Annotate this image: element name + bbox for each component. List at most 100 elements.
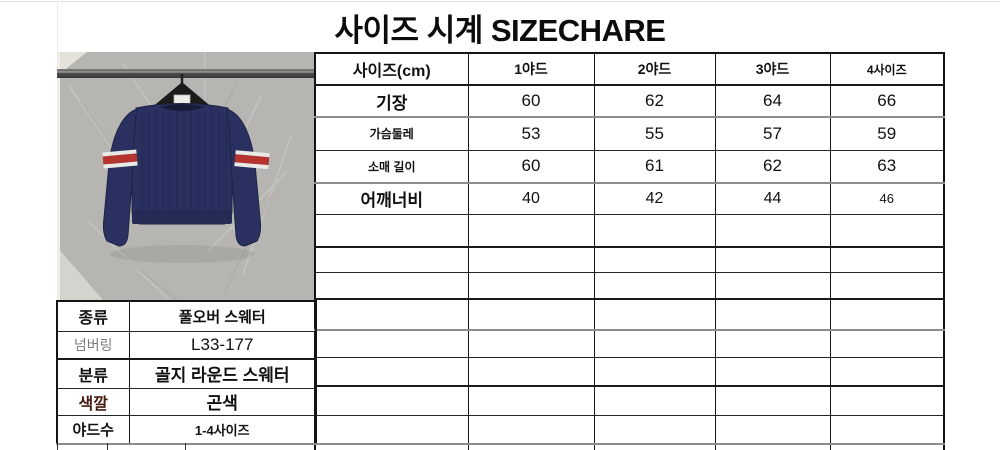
size-col-header-cell: 3야드 [714,53,831,86]
empty-row [314,415,945,445]
measure-label-cell: 가슴둘레 [314,117,469,151]
detail-label-cell: 종류 [56,301,130,332]
empty-cell [829,214,945,248]
empty-cell [314,357,469,387]
size-value-cell: 63 [829,150,945,184]
sweater-hem-band [132,210,232,224]
size-value-cell: 40 [467,183,595,215]
wall-seam [204,52,206,122]
empty-row-partial [314,444,945,450]
size-table: 사이즈(cm) 1야드 2야드 3야드 4사이즈 기장 60 62 64 66 … [314,52,945,450]
detail-label-cell: 분류 [56,359,130,389]
empty-cell [829,415,945,445]
size-value-cell: 62 [714,150,831,184]
sweater-torso [131,103,233,225]
empty-cell [593,299,716,331]
detail-label-cell: 야드수 [56,415,130,445]
empty-cell [593,357,716,387]
size-value-cell: 66 [829,85,945,118]
empty-cell [593,386,716,416]
detail-row-category: 분류 골지 라운드 스웨터 [56,359,317,389]
empty-cell [314,247,469,273]
size-value-cell: 64 [714,85,831,118]
empty-cell [467,415,595,445]
size-value-cell: 60 [467,150,595,184]
size-value-cell: 59 [829,117,945,151]
size-row-shoulder: 어깨너비 40 42 44 46 [314,183,945,215]
empty-cell [467,357,595,387]
grid-stub [57,443,58,450]
detail-label-cell: 색깔 [56,388,130,416]
empty-cell [714,330,831,358]
size-table-header-row: 사이즈(cm) 1야드 2야드 3야드 4사이즈 [314,53,945,86]
empty-cell [314,444,469,450]
detail-row-sizes: 야드수 1-4사이즈 [56,415,317,445]
rod-highlight [57,71,315,73]
empty-row [314,330,945,358]
empty-cell [314,330,469,358]
empty-cell [467,299,595,331]
rib-texture [141,109,227,210]
size-row-chest: 가슴둘레 53 55 57 59 [314,117,945,151]
detail-value-cell: 골지 라운드 스웨터 [128,359,317,389]
size-value-cell: 60 [467,85,595,118]
sweater-collar [160,104,204,111]
measure-label-cell: 기장 [314,85,469,118]
empty-row [314,299,945,331]
size-value-cell: 62 [593,85,716,118]
detail-label-cell: 넘버링 [56,331,130,360]
empty-cell [829,444,945,450]
empty-cell [714,272,831,300]
detail-value-cell: L33-177 [128,331,317,360]
detail-value-cell: 풀오버 스웨터 [128,301,317,332]
left-armband [102,149,138,169]
empty-cell [714,386,831,416]
empty-cell [467,330,595,358]
detail-value-cell: 곤색 [128,388,317,416]
floor-light-patch [57,247,103,300]
size-col-header-cell: 2야드 [593,53,716,86]
empty-cell [593,330,716,358]
detail-row-numbering: 넘버링 L33-177 [56,331,317,360]
size-col-header-cell: 1야드 [467,53,595,86]
measure-label-cell: 어깨너비 [314,183,469,215]
detail-value-cell: 1-4사이즈 [128,415,317,445]
size-unit-header-cell: 사이즈(cm) [314,53,469,86]
empty-cell [467,272,595,300]
empty-cell [714,214,831,248]
measure-label-cell: 소매 길이 [314,150,469,184]
empty-cell [467,386,595,416]
empty-cell [593,415,716,445]
empty-cell [829,386,945,416]
left-hairline [57,2,58,52]
empty-row [314,247,945,273]
empty-cell [593,247,716,273]
empty-cell [314,386,469,416]
empty-cell [829,272,945,300]
empty-cell [314,272,469,300]
empty-row [314,357,945,387]
grid-stub [185,443,186,450]
size-value-cell: 55 [593,117,716,151]
empty-cell [829,247,945,273]
empty-cell [314,214,469,248]
sweater-left-sleeve [102,108,138,247]
empty-cell [829,299,945,331]
empty-cell [829,357,945,387]
empty-cell [714,357,831,387]
empty-cell [467,444,595,450]
empty-cell [714,444,831,450]
size-value-cell: 53 [467,117,595,151]
product-photo-graphic [57,52,315,300]
empty-row [314,214,945,248]
empty-row [314,272,945,300]
size-value-cell: 46 [829,183,945,215]
size-row-sleeve: 소매 길이 60 61 62 63 [314,150,945,184]
empty-cell [714,415,831,445]
empty-cell [467,247,595,273]
empty-cell [467,214,595,248]
size-value-cell: 42 [593,183,716,215]
empty-cell [593,214,716,248]
detail-row-color: 색깔 곤색 [56,388,317,416]
empty-cell [593,444,716,450]
